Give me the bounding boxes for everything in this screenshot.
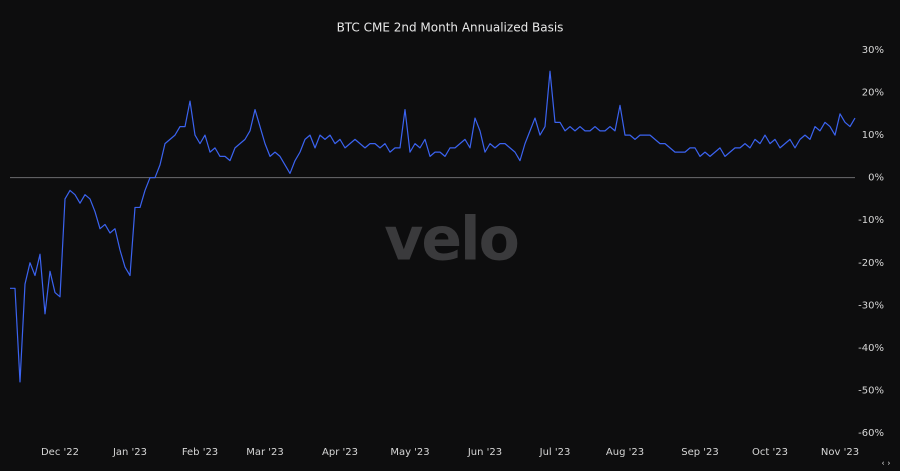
x-tick-label: Sep '23 <box>681 447 719 458</box>
x-tick-label: Jun '23 <box>467 447 502 458</box>
x-tick-label: Feb '23 <box>182 447 218 458</box>
y-tick-label: 20% <box>862 88 884 99</box>
x-tick-label: Aug '23 <box>606 447 644 458</box>
y-tick-label: -30% <box>858 300 884 311</box>
x-tick-label: Dec '22 <box>41 447 79 458</box>
x-tick-label: Jan '23 <box>112 447 147 458</box>
watermark: velo <box>384 205 518 275</box>
x-tick-label: Oct '23 <box>752 447 788 458</box>
x-tick-label: Apr '23 <box>322 447 358 458</box>
x-tick-label: May '23 <box>390 447 429 458</box>
y-tick-label: -60% <box>858 428 884 439</box>
x-tick-label: Nov '23 <box>821 447 859 458</box>
y-tick-label: -40% <box>858 343 884 354</box>
chart-title: BTC CME 2nd Month Annualized Basis <box>337 21 564 35</box>
y-tick-label: -10% <box>858 215 884 226</box>
x-tick-label: Jul '23 <box>539 447 571 458</box>
y-tick-label: -20% <box>858 258 884 269</box>
y-tick-label: 10% <box>862 130 884 141</box>
y-tick-label: 30% <box>862 45 884 56</box>
nav-arrows[interactable]: ‹ › <box>882 459 891 468</box>
data-line <box>10 70 856 383</box>
x-tick-label: Mar '23 <box>246 447 284 458</box>
y-tick-label: -50% <box>858 385 884 396</box>
y-tick-label: 0% <box>868 173 884 184</box>
